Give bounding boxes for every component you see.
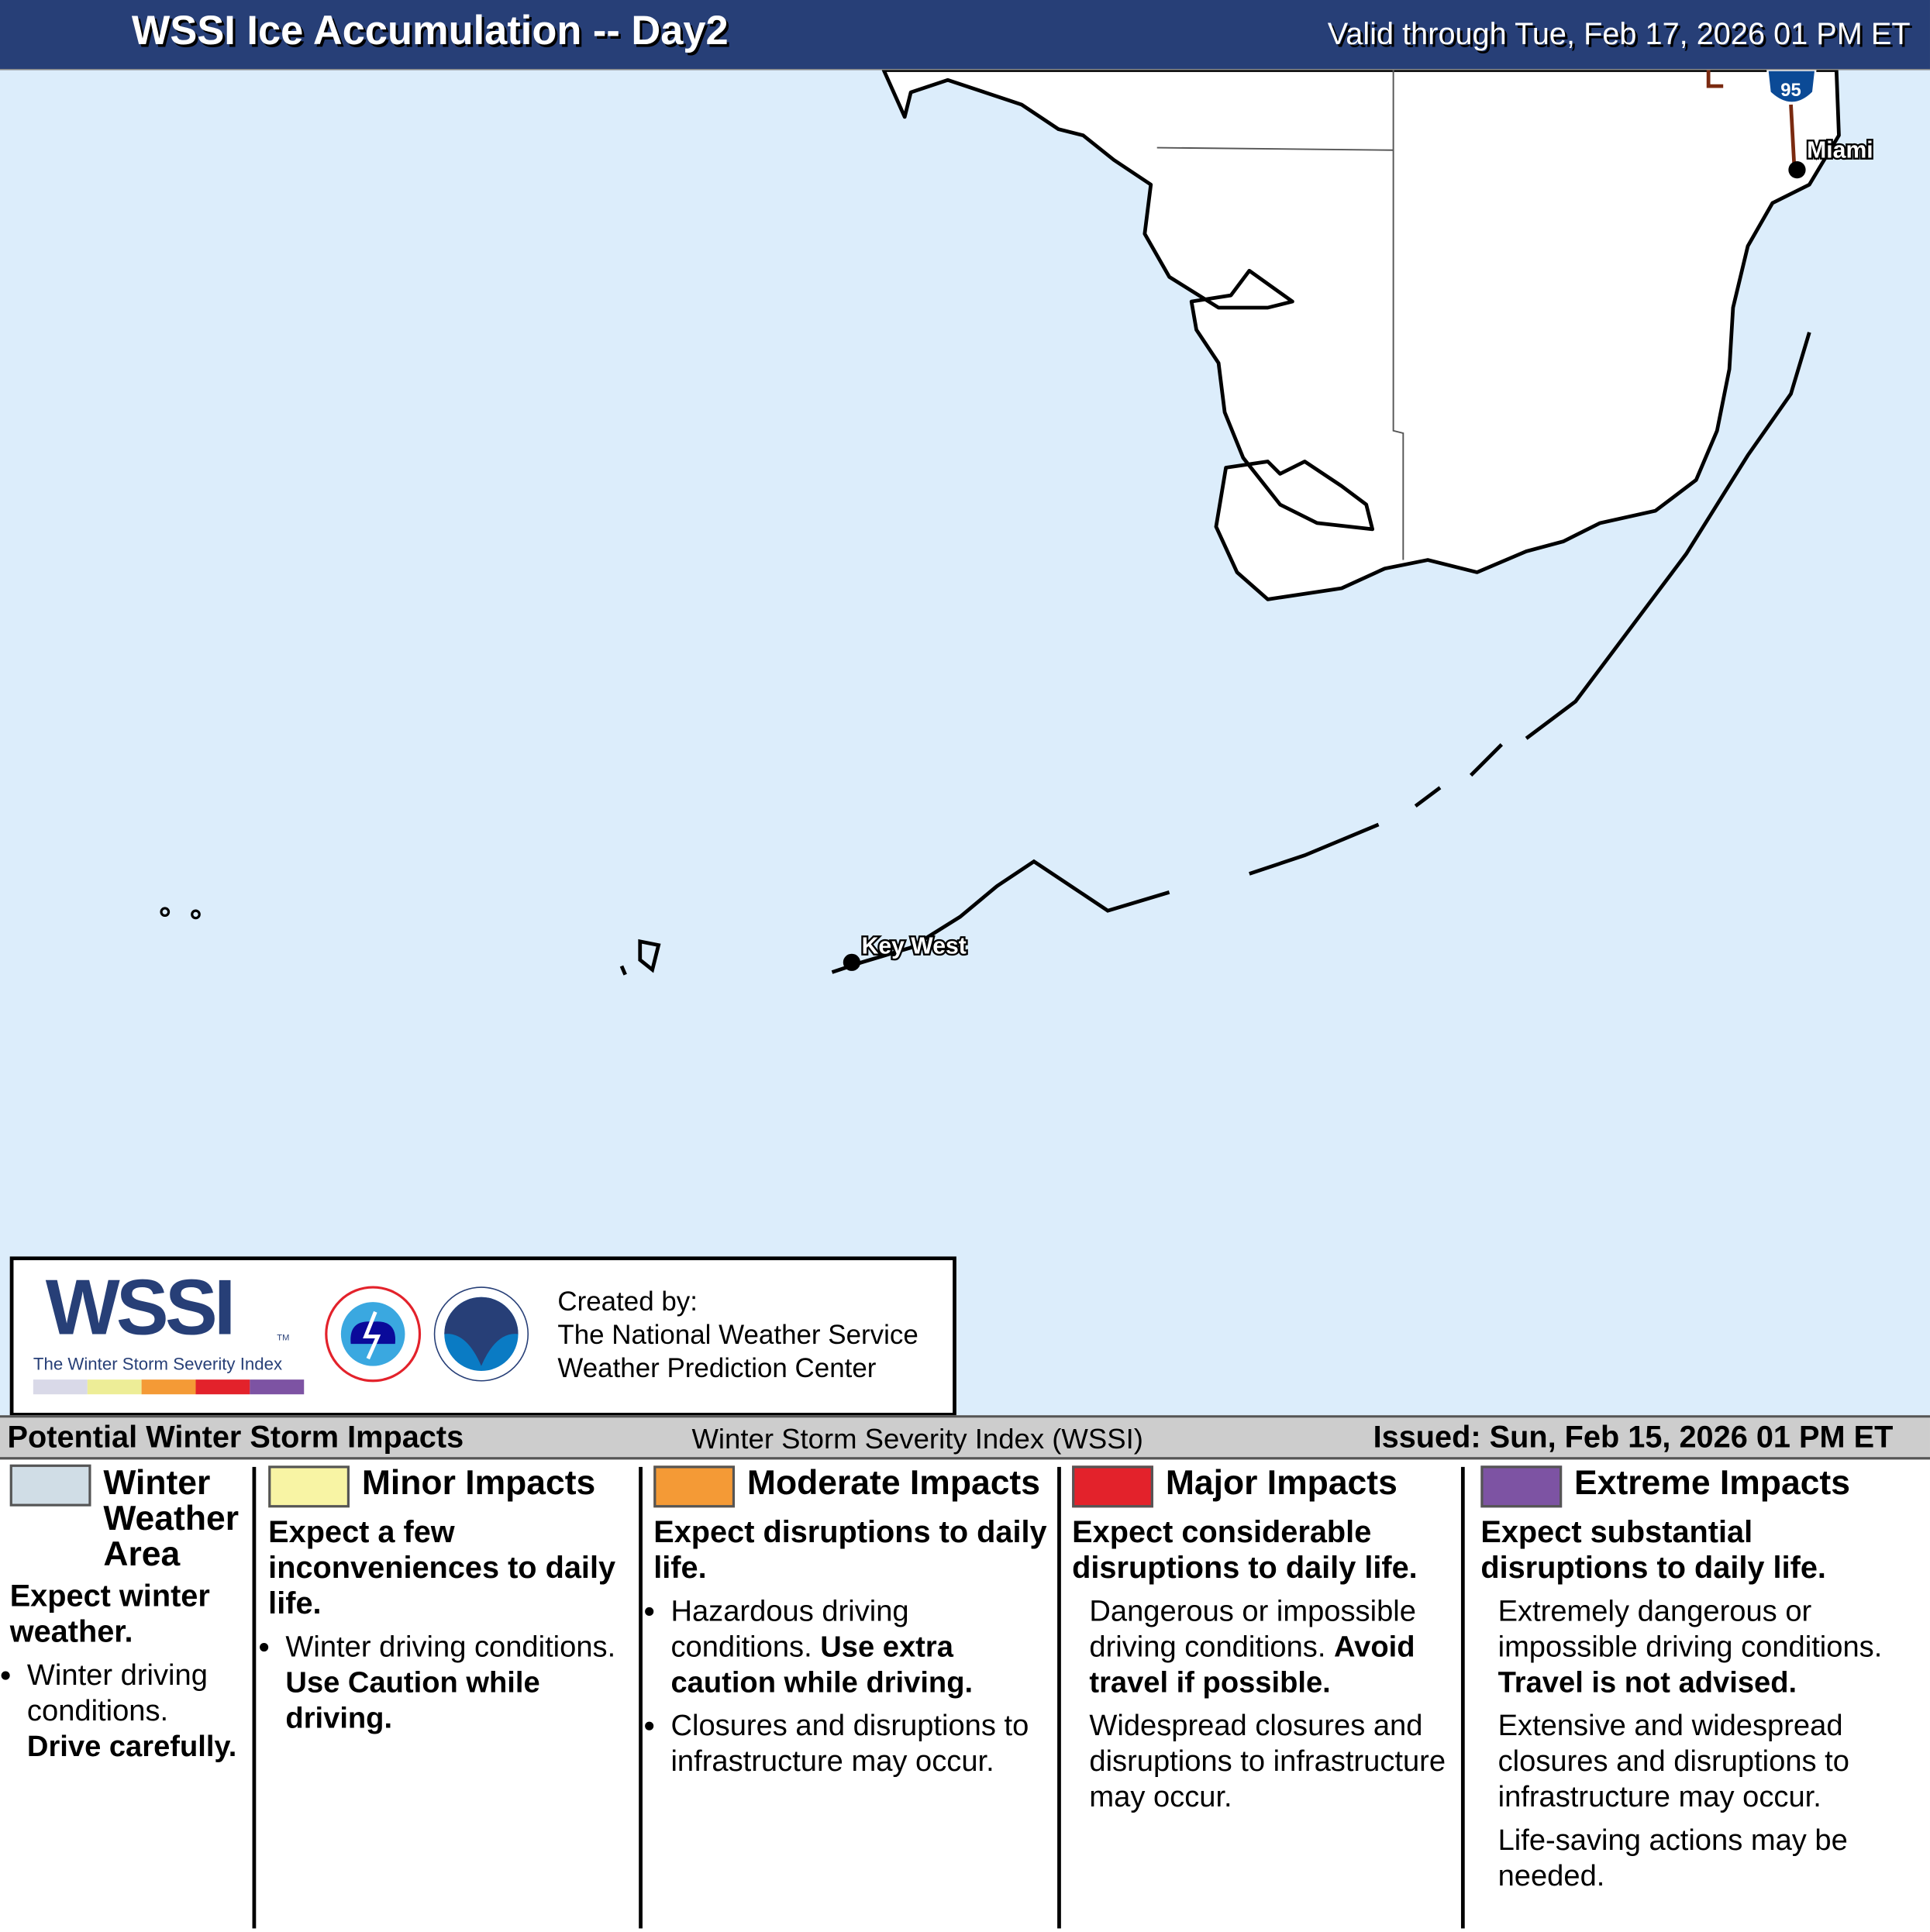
category-lead: Expect considerable disruptions to daily… <box>1072 1514 1418 1585</box>
category-name: Minor Impacts <box>361 1463 596 1502</box>
category-name: Major Impacts <box>1165 1463 1398 1502</box>
issued-time: Issued: Sun, Feb 15, 2026 01 PM ET <box>1373 1420 1894 1455</box>
bullet-bold: Use extra caution while driving. <box>670 1630 974 1700</box>
legend-title: Potential Winter Storm Impacts <box>7 1420 464 1455</box>
dry-tortugas-island <box>191 909 201 920</box>
org-wpc: Weather Prediction Center <box>557 1352 877 1383</box>
category-name: Winter Weather Area <box>103 1463 240 1573</box>
category-major: Major Impacts Expect considerable disrup… <box>1072 1465 1456 1823</box>
wssi-logo-box: WSSI TM The Winter Storm Severity Index … <box>9 1256 956 1417</box>
bullet-text: Dangerous or impossible driving conditio… <box>1089 1594 1416 1664</box>
wssi-wordmark: WSSI <box>45 1262 236 1352</box>
bullet-text: Winter driving conditions. <box>285 1630 616 1664</box>
trademark: TM <box>277 1334 290 1343</box>
interstate-95-route <box>1706 70 1797 173</box>
bullet-text: Closures and disruptions to infrastructu… <box>670 1708 1053 1779</box>
city-label-key-west: Key West <box>862 934 967 959</box>
category-lead: Expect a few inconveniences to daily lif… <box>268 1514 616 1620</box>
bullet-text: Extensive and widespread closures and di… <box>1497 1709 1849 1814</box>
bullet-bold: Avoid travel if possible. <box>1089 1630 1415 1700</box>
category-lead: Expect substantial disruptions to daily … <box>1480 1514 1826 1585</box>
bullet-bold: Travel is not advised. <box>1497 1665 1797 1700</box>
header-bar: WSSI Ice Accumulation -- Day2 Valid thro… <box>0 0 1930 71</box>
valid-time: Valid through Tue, Feb 17, 2026 01 PM ET <box>1327 17 1911 52</box>
dry-tortugas-island <box>160 907 171 918</box>
florida-land <box>881 70 1841 601</box>
impacts-legend: Potential Winter Storm Impacts Winter St… <box>0 1415 1930 1932</box>
interstate-95-shield: 95 <box>1766 70 1817 104</box>
bullet-text: Hazardous driving conditions. <box>670 1594 909 1664</box>
category-name: Extreme Impacts <box>1574 1463 1850 1502</box>
org-nws: The National Weather Service <box>557 1319 918 1351</box>
bullet-text: Winter driving conditions. <box>26 1658 208 1728</box>
created-by-label: Created by: <box>557 1286 698 1317</box>
highway-label: 95 <box>1780 80 1801 101</box>
keys-chain <box>831 332 1811 974</box>
bullet-text: Life-saving actions may be needed. <box>1497 1823 1848 1892</box>
category-winter-weather-area: Winter Weather Area Expect winter weathe… <box>9 1463 250 1772</box>
severity-color-bar <box>33 1379 305 1395</box>
legend-subtitle: Winter Storm Severity Index (WSSI) <box>691 1422 1143 1455</box>
marquesas-island <box>619 938 661 976</box>
agency-logos <box>325 1286 529 1383</box>
wssi-subtitle: The Winter Storm Severity Index <box>33 1353 283 1374</box>
miami-marker <box>1788 161 1806 179</box>
category-lead: Expect disruptions to daily life. <box>653 1514 1047 1585</box>
legend-header: Potential Winter Storm Impacts Winter St… <box>0 1417 1930 1460</box>
bullet-text: Widespread closures and disruptions to i… <box>1089 1709 1446 1814</box>
map-title: WSSI Ice Accumulation -- Day2 <box>131 7 729 53</box>
credits: Created by: The National Weather Service… <box>557 1285 918 1385</box>
category-minor: Minor Impacts Expect a few inconvenience… <box>268 1465 637 1744</box>
map-canvas: 95 Miami Key West <box>160 70 1875 976</box>
category-moderate: Moderate Impacts Expect disruptions to d… <box>653 1465 1053 1787</box>
city-label-miami: Miami <box>1807 137 1873 163</box>
bullet-text: Extremely dangerous or impossible drivin… <box>1497 1594 1883 1664</box>
category-lead: Expect winter weather. <box>9 1579 210 1649</box>
category-name: Moderate Impacts <box>746 1463 1040 1502</box>
key-west-marker <box>843 953 861 971</box>
county-line <box>1156 70 1404 560</box>
bullet-bold: Drive carefully. <box>26 1730 237 1764</box>
category-extreme: Extreme Impacts Expect substantial disru… <box>1480 1465 1924 1901</box>
bullet-bold: Use Caution while driving. <box>285 1665 540 1735</box>
